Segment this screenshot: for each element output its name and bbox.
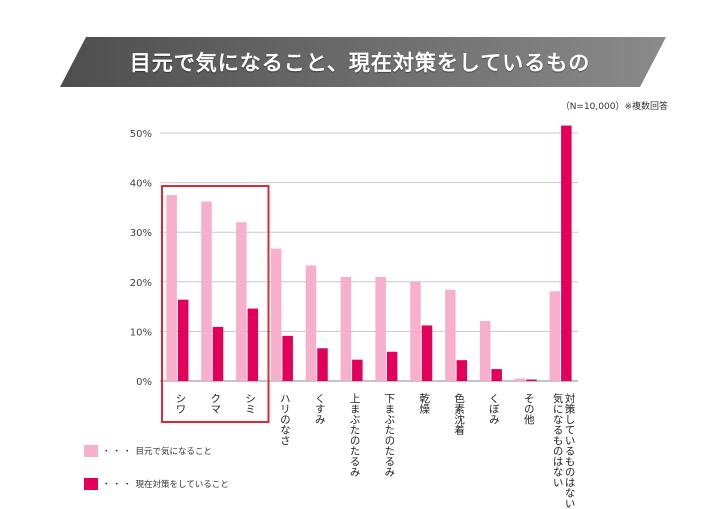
bar-concern — [305, 265, 317, 381]
x-tick-label: くぼみ — [488, 393, 500, 425]
bar-concern — [236, 222, 247, 381]
y-tick-label: 50% — [130, 129, 152, 140]
x-tick-label: 気になるものはない — [552, 392, 564, 487]
y-tick-label: 20% — [130, 278, 152, 289]
y-tick-label: 10% — [130, 327, 152, 338]
bar-concern — [166, 195, 177, 381]
title-banner — [60, 37, 666, 87]
x-tick-label: 色素沈着 — [453, 392, 465, 436]
bar-action — [317, 348, 328, 381]
x-tick-label: 上まぶたのたるみ — [349, 393, 361, 477]
bar-concern — [479, 320, 491, 381]
bar-action — [561, 125, 572, 381]
sample-size-note: （N=10,000）※複数回答 — [560, 102, 668, 112]
x-tick-label: 対策しているものはない — [564, 392, 576, 508]
x-tick-label: その他 — [523, 393, 535, 425]
legend-label-concern: 目元で気になること — [135, 447, 213, 457]
bar-action — [352, 359, 363, 381]
bar-action — [456, 360, 468, 381]
bar-action — [491, 369, 502, 381]
x-tick-label: ハリのなさ — [279, 393, 291, 446]
bar-action — [247, 308, 259, 381]
x-tick-label: くすみ — [314, 393, 326, 425]
bar-concern — [514, 378, 526, 381]
bar-action — [212, 326, 224, 381]
legend-label-action: 現在対策をしていること — [135, 480, 229, 490]
x-tick-label: 下まぶたのたるみ — [383, 393, 395, 477]
bar-concern — [375, 276, 386, 381]
y-tick-label: 40% — [130, 179, 152, 190]
bar-concern — [270, 248, 282, 381]
bar-action — [282, 335, 293, 381]
bar-action — [386, 351, 398, 381]
bar-concern — [445, 289, 456, 381]
legend-leader: ・・・ — [102, 447, 134, 457]
bar-action — [526, 379, 537, 381]
bar-action — [421, 325, 433, 381]
highlight-box — [161, 185, 270, 423]
bar-concern — [410, 281, 421, 381]
legend-swatch-action — [84, 478, 98, 490]
y-tick-label: 0% — [136, 377, 152, 388]
bar-concern — [549, 291, 561, 381]
legend-swatch-concern — [84, 445, 98, 457]
x-tick-label: シワ — [174, 393, 186, 414]
x-tick-label: 乾燥 — [418, 392, 430, 415]
x-tick-label: シミ — [244, 393, 256, 414]
x-tick-label: クマ — [209, 393, 221, 414]
chart-title: 目元で気になること、現在対策をしているもの — [129, 50, 591, 75]
bar-action — [177, 299, 189, 381]
bar-concern — [201, 201, 212, 381]
legend-item-action: ・・・ 現在対策をしていること — [84, 478, 229, 490]
bar-concern — [340, 276, 352, 381]
legend-leader: ・・・ — [102, 480, 134, 490]
y-tick-label: 30% — [130, 228, 152, 239]
legend-item-concern: ・・・ 目元で気になること — [84, 445, 212, 457]
